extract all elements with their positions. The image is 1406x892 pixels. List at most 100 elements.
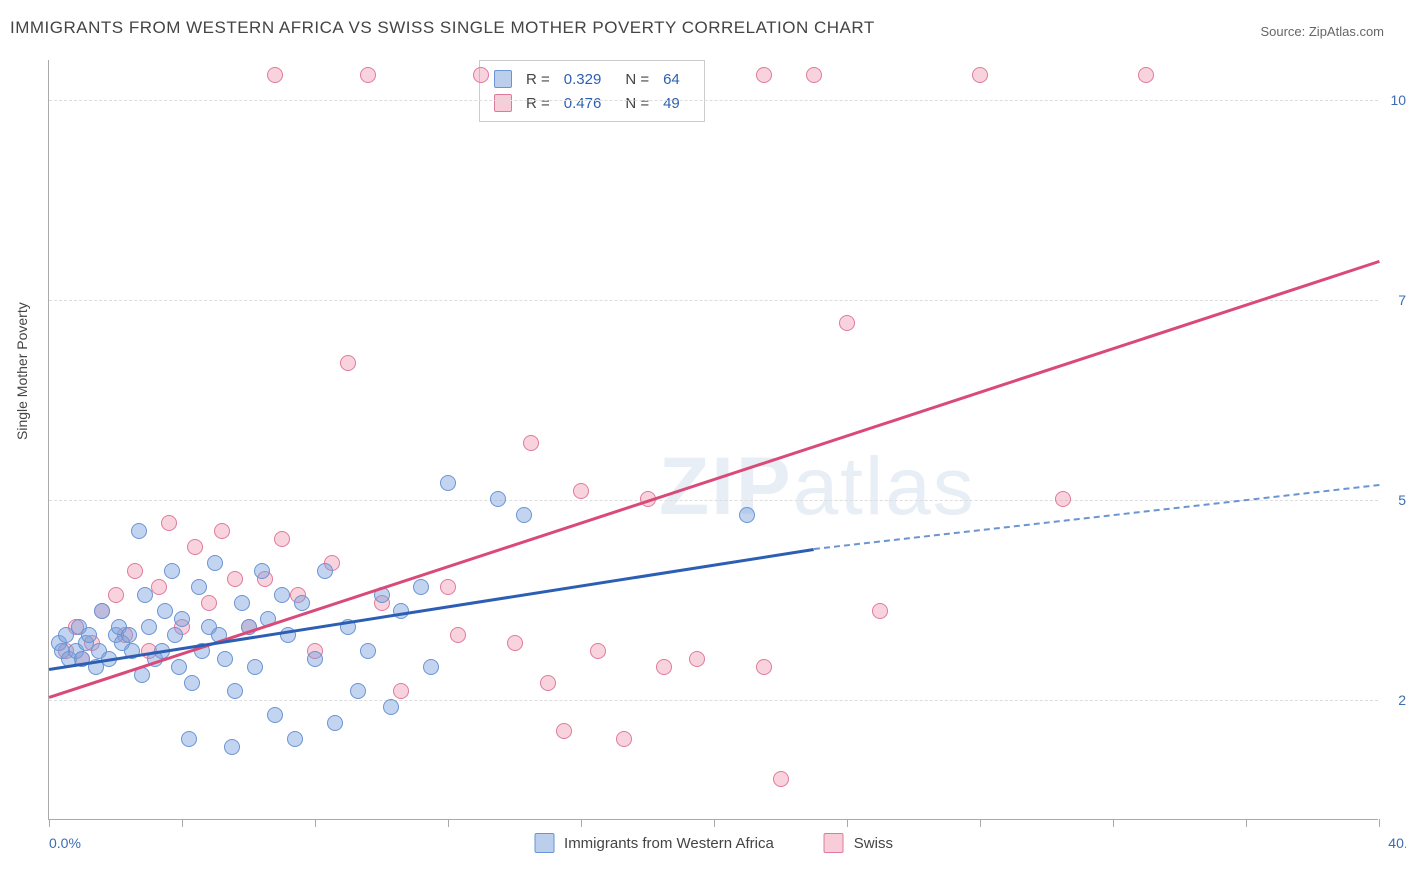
pink-point <box>214 523 230 539</box>
chart-title: IMMIGRANTS FROM WESTERN AFRICA VS SWISS … <box>10 18 875 38</box>
blue-point <box>207 555 223 571</box>
pink-point <box>507 635 523 651</box>
blue-point <box>171 659 187 675</box>
pink-point <box>806 67 822 83</box>
x-axis-min-label: 0.0% <box>49 835 81 851</box>
blue-point <box>247 659 263 675</box>
blue-point <box>350 683 366 699</box>
series-a-label: Immigrants from Western Africa <box>564 835 774 852</box>
trend-line <box>814 484 1379 550</box>
blue-point <box>490 491 506 507</box>
gridline <box>49 500 1378 501</box>
blue-point <box>224 739 240 755</box>
pink-point <box>450 627 466 643</box>
blue-point <box>739 507 755 523</box>
pink-point <box>274 531 290 547</box>
n-value-pink: 49 <box>663 95 680 112</box>
pink-point <box>773 771 789 787</box>
blue-point <box>234 595 250 611</box>
y-tick-label: 50.0% <box>1398 492 1406 508</box>
pink-point <box>756 659 772 675</box>
legend-swatch-blue <box>494 70 512 88</box>
blue-point <box>137 587 153 603</box>
pink-point <box>108 587 124 603</box>
pink-point <box>127 563 143 579</box>
pink-point <box>340 355 356 371</box>
blue-point <box>227 683 243 699</box>
blue-point <box>184 675 200 691</box>
legend-swatch-blue <box>534 833 554 853</box>
series-b-label: Swiss <box>854 835 893 852</box>
x-tick <box>49 819 50 827</box>
pink-point <box>839 315 855 331</box>
pink-point <box>1055 491 1071 507</box>
r-label: R = <box>526 95 550 112</box>
x-axis-max-label: 40.0% <box>1388 835 1406 851</box>
x-tick <box>315 819 316 827</box>
pink-point <box>1138 67 1154 83</box>
blue-point <box>131 523 147 539</box>
legend-row-blue: R = 0.329 N = 64 <box>494 67 690 91</box>
legend-row-pink: R = 0.476 N = 49 <box>494 91 690 115</box>
blue-point <box>94 603 110 619</box>
blue-point <box>383 699 399 715</box>
series-legend: Immigrants from Western Africa Swiss <box>534 833 893 853</box>
y-tick-label: 100.0% <box>1391 92 1406 108</box>
blue-point <box>157 603 173 619</box>
blue-point <box>121 627 137 643</box>
legend-swatch-pink <box>824 833 844 853</box>
pink-point <box>227 571 243 587</box>
pink-point <box>473 67 489 83</box>
blue-point <box>360 643 376 659</box>
gridline <box>49 300 1378 301</box>
x-tick <box>1246 819 1247 827</box>
correlation-legend: R = 0.329 N = 64 R = 0.476 N = 49 <box>479 60 705 122</box>
blue-point <box>174 611 190 627</box>
pink-point <box>360 67 376 83</box>
x-tick <box>847 819 848 827</box>
blue-point <box>141 619 157 635</box>
blue-point <box>254 563 270 579</box>
blue-point <box>317 563 333 579</box>
source-label: Source: ZipAtlas.com <box>1260 24 1384 39</box>
blue-point <box>294 595 310 611</box>
blue-point <box>167 627 183 643</box>
x-tick <box>1113 819 1114 827</box>
blue-point <box>327 715 343 731</box>
blue-point <box>217 651 233 667</box>
chart-plot-area: ZIPatlas R = 0.329 N = 64 R = 0.476 N = … <box>48 60 1378 820</box>
pink-point <box>161 515 177 531</box>
blue-point <box>267 707 283 723</box>
x-tick <box>448 819 449 827</box>
blue-point <box>287 731 303 747</box>
pink-point <box>540 675 556 691</box>
pink-point <box>616 731 632 747</box>
r-value-pink: 0.476 <box>564 95 602 112</box>
pink-point <box>972 67 988 83</box>
y-tick-label: 25.0% <box>1398 692 1406 708</box>
legend-swatch-pink <box>494 94 512 112</box>
blue-point <box>516 507 532 523</box>
y-axis-title: Single Mother Poverty <box>14 302 30 440</box>
pink-point <box>523 435 539 451</box>
pink-point <box>187 539 203 555</box>
trend-line <box>49 260 1380 698</box>
blue-point <box>191 579 207 595</box>
r-value-blue: 0.329 <box>564 71 602 88</box>
gridline <box>49 700 1378 701</box>
pink-point <box>393 683 409 699</box>
x-tick <box>980 819 981 827</box>
pink-point <box>573 483 589 499</box>
pink-point <box>267 67 283 83</box>
gridline <box>49 100 1378 101</box>
watermark: ZIPatlas <box>659 440 976 534</box>
pink-point <box>872 603 888 619</box>
pink-point <box>756 67 772 83</box>
pink-point <box>656 659 672 675</box>
blue-point <box>181 731 197 747</box>
blue-point <box>307 651 323 667</box>
n-value-blue: 64 <box>663 71 680 88</box>
pink-point <box>689 651 705 667</box>
x-tick <box>182 819 183 827</box>
x-tick <box>1379 819 1380 827</box>
